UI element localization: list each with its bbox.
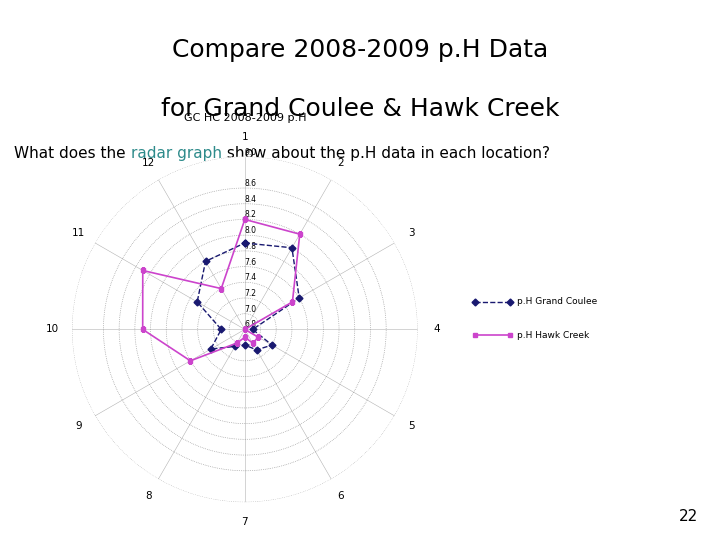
Text: radar graph: radar graph [131, 146, 222, 161]
Text: Compare 2008-2009 p.H Data: Compare 2008-2009 p.H Data [172, 38, 548, 62]
Title: GC HC 2008-2009 p.H: GC HC 2008-2009 p.H [184, 113, 306, 123]
Text: What does the: What does the [14, 146, 131, 161]
Text: p.H Grand Coulee: p.H Grand Coulee [517, 298, 597, 307]
Text: p.H Hawk Creek: p.H Hawk Creek [517, 330, 589, 340]
Text: for Grand Coulee & Hawk Creek: for Grand Coulee & Hawk Creek [161, 97, 559, 121]
Text: 22: 22 [679, 509, 698, 524]
Text: show about the p.H data in each location?: show about the p.H data in each location… [222, 146, 550, 161]
